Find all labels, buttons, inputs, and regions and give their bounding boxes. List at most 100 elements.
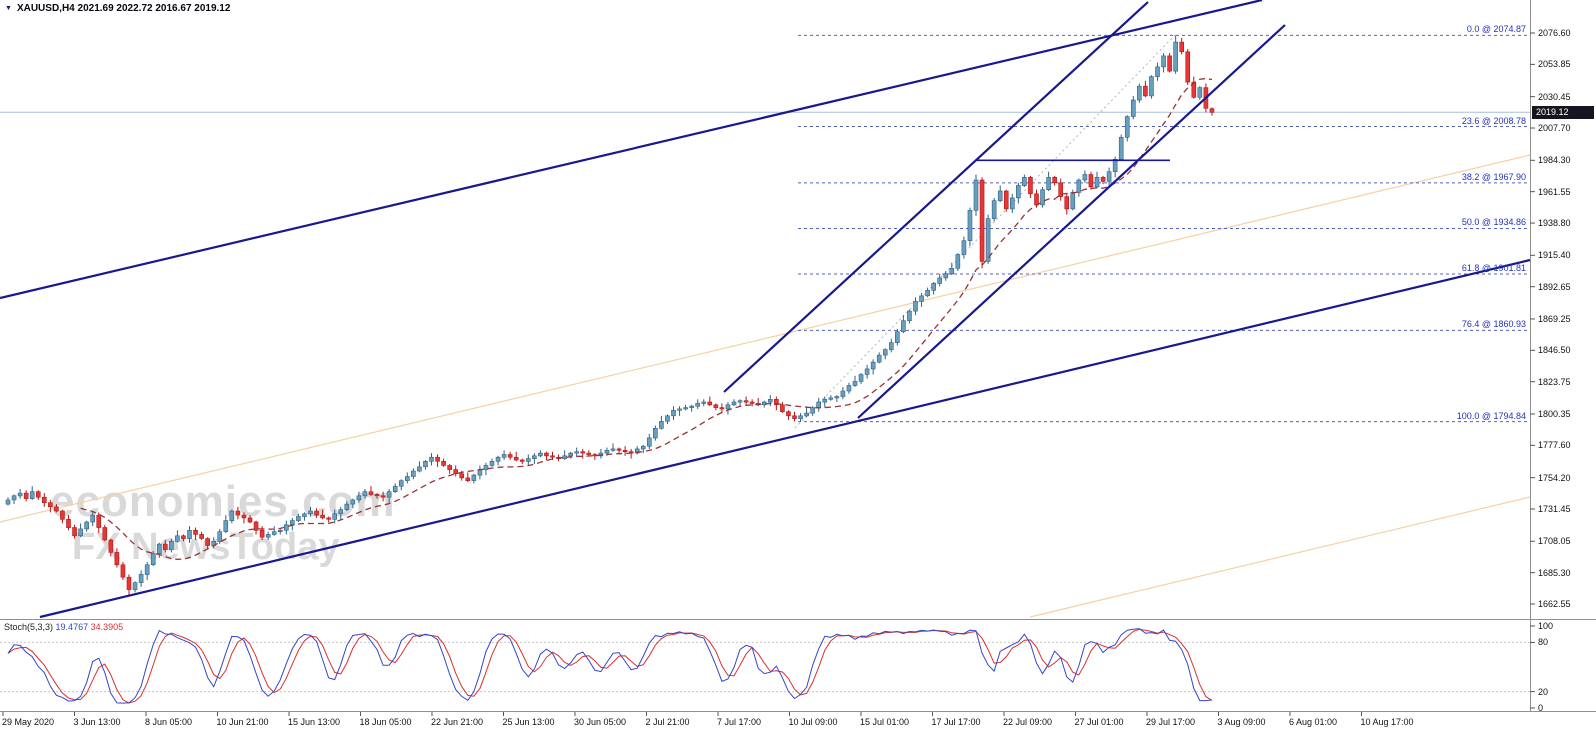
candle-body [634,448,640,454]
candle-body [586,452,592,455]
candle-body [169,540,174,550]
candle-body [501,454,507,458]
candle-body [23,492,29,499]
price-axis-label: 1685.30 [1538,567,1571,578]
watermark-brand: economies.com [50,477,396,526]
candle-body [453,469,459,475]
candle-body [1185,51,1191,83]
candle-body [1197,87,1203,98]
time-axis-label: 6 Aug 01:00 [1289,717,1338,727]
time-axis-label: 3 Jun 13:00 [73,717,121,727]
time-axis-label: 10 Jul 09:00 [788,717,838,727]
candle-body [1149,76,1154,97]
candle-body [725,404,731,410]
candle-body [66,518,71,528]
candle-body [199,534,204,539]
candle-body [1155,66,1160,77]
candle-body [114,552,120,566]
candle-body [423,460,428,468]
candle-body [429,456,434,462]
candle-body [834,396,840,399]
candle-body [247,517,253,523]
candle-body [1070,192,1076,210]
candle-body [441,460,446,466]
fib-level-label: 61.8 @ 1901.81 [1461,263,1526,274]
stoch-axis-label: 20 [1538,686,1549,697]
candle-body [701,401,707,404]
candle-body [695,403,701,407]
candle-body [108,539,114,553]
candle-body [96,514,102,528]
symbol-quote-text: XAUUSD,H4 2021.69 2022.72 2016.67 2019.1… [16,3,231,14]
time-axis-label: 3 Aug 09:00 [1217,717,1266,727]
candle-body [404,476,410,481]
candle-body [767,398,773,403]
candle-body [163,543,168,550]
time-axis-label: 25 Jun 13:00 [502,717,555,727]
time-axis-label: 2 Jul 21:00 [645,717,690,727]
candle-body [943,273,949,279]
candle-body [1058,182,1063,197]
stoch-axis-label: 0 [1538,703,1544,713]
candle-body [937,277,943,284]
candle-body [193,529,198,535]
candle-body [102,527,108,541]
price-axis-label: 1662.55 [1538,599,1571,610]
stoch-name: Stoch(5,3,3) [4,622,54,632]
candle-body [822,398,828,403]
time-axis-label: 22 Jul 09:00 [1003,717,1053,727]
candle-body [979,179,985,262]
price-axis-label: 1938.80 [1538,218,1571,229]
fib-level-label: 76.4 @ 1860.93 [1461,319,1526,330]
candle-body [671,409,676,417]
candle-body [1106,171,1112,182]
trend-line [723,1,1149,393]
candle-body [852,381,858,386]
time-axis-label: 29 May 2020 [2,717,55,727]
watermark: economies.com FX NewsToday [50,477,396,567]
candle-body [973,179,979,211]
candle-body [132,582,138,590]
candle-body [181,535,186,539]
candle-body [683,407,688,410]
time-axis-label: 27 Jul 01:00 [1074,717,1124,727]
candle-body [41,496,47,504]
candle-body [1076,179,1082,193]
candle-body [138,574,144,584]
candle-body [48,502,53,508]
time-axis-label: 18 Jun 05:00 [359,717,412,727]
candle-body [876,354,882,363]
time-axis-label: 15 Jun 13:00 [288,717,341,727]
candle-body [1064,196,1070,210]
candle-body [907,310,912,321]
candle-body [332,513,338,520]
stoch-value-signal: 34.3905 [90,622,124,632]
candle-body [870,361,876,370]
candle-body [489,460,495,466]
candle-body [610,448,616,451]
price-axis-label: 1915.40 [1538,250,1571,261]
candle-body [1094,177,1100,188]
candle-body [277,529,283,532]
candle-body [622,449,628,452]
candle-body [538,452,543,457]
price-axis-label: 2030.45 [1538,91,1571,102]
time-axis-label: 10 Aug 17:00 [1360,717,1414,727]
candle-body [296,516,301,521]
moving-average-line [80,77,1213,560]
fib-level-label: 23.6 @ 2008.78 [1461,115,1526,126]
candle-body [156,543,162,555]
time-axis-label: 8 Jun 05:00 [145,717,193,727]
candle-body [1100,177,1106,182]
candle-body [568,452,573,457]
symbol-dropdown-icon[interactable]: ▼ [5,5,12,12]
candle-body [882,349,888,356]
candle-body [398,480,404,487]
candle-body [653,427,658,439]
candle-body [1046,177,1051,191]
candle-body [144,564,150,575]
candle-body [507,454,513,458]
dotted-guide-line [794,34,1176,429]
